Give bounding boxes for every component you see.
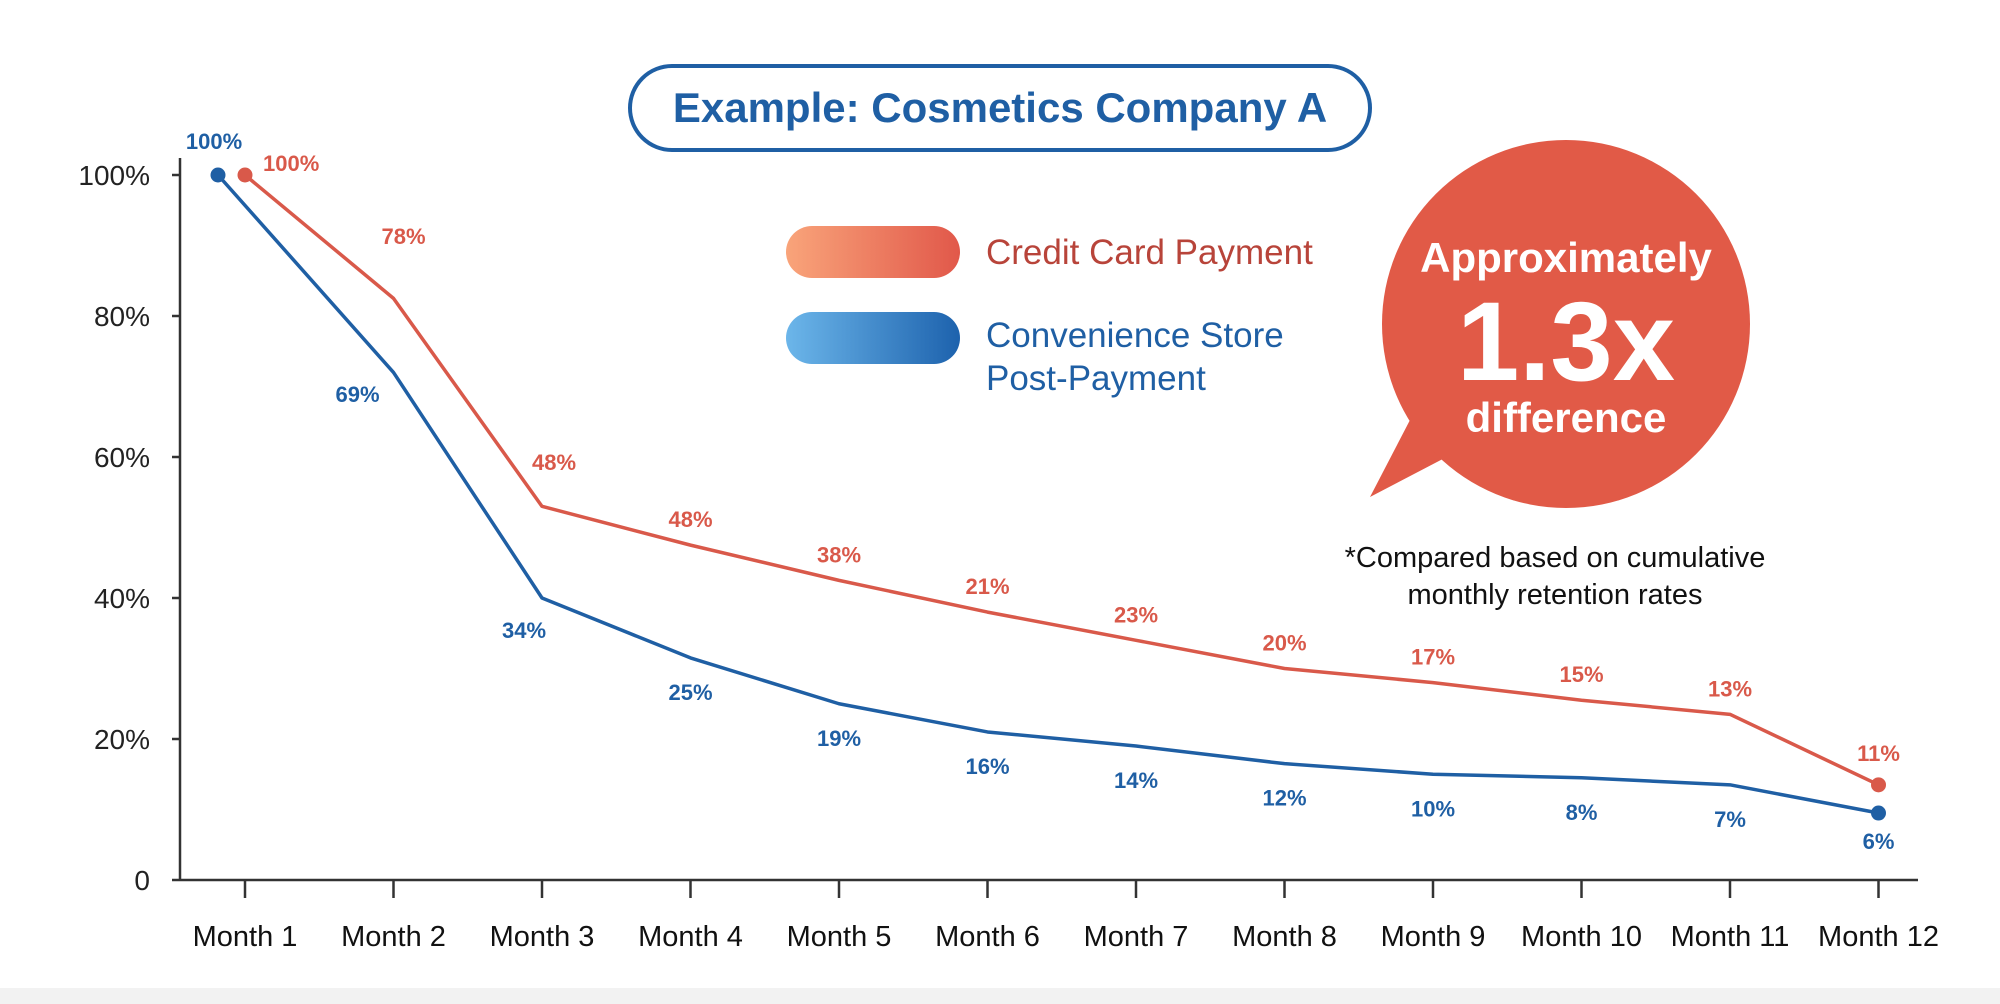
data-label-convenience: 16%: [965, 754, 1009, 779]
chart-title-box: Example: Cosmetics Company A: [628, 64, 1372, 152]
data-label-convenience: 34%: [502, 618, 546, 643]
y-tick-label: 60%: [94, 442, 150, 473]
data-label-convenience: 6%: [1863, 829, 1895, 854]
x-tick-label: Month 6: [935, 921, 1040, 953]
x-tick-label: Month 11: [1671, 921, 1790, 953]
series-marker-convenience: [1871, 805, 1886, 821]
y-tick-label: 80%: [94, 301, 150, 332]
callout-bubble: [1382, 140, 1750, 508]
data-label-convenience: 14%: [1114, 768, 1158, 793]
series-line-credit: [243, 173, 1880, 787]
y-tick-label: 100%: [78, 160, 150, 191]
data-label-credit: 78%: [381, 224, 425, 249]
data-label-credit: 100%: [263, 151, 319, 176]
x-tick-label: Month 4: [638, 921, 743, 953]
legend: Credit Card Payment Convenience Store Pos…: [786, 226, 1313, 398]
callout-line-difference: difference: [1466, 394, 1667, 441]
legend-swatch-convenience: [786, 312, 960, 364]
data-label-convenience: 8%: [1566, 800, 1598, 825]
legend-label-credit: Credit Card Payment: [986, 233, 1313, 272]
data-label-credit: 13%: [1708, 676, 1752, 701]
callout-line-approximately: Approximately: [1420, 234, 1712, 281]
series-line-convenience: [216, 173, 1879, 815]
data-label-convenience: 25%: [668, 680, 712, 705]
x-tick-label: Month 8: [1232, 921, 1337, 953]
data-label-convenience: 7%: [1714, 807, 1746, 832]
data-label-convenience: 100%: [186, 129, 242, 154]
x-tick-label: Month 3: [490, 921, 595, 953]
series-layer: [210, 167, 1886, 821]
series-marker-credit: [1871, 777, 1886, 793]
callout-multiplier: 1.3x: [1457, 279, 1675, 404]
x-tick-label: Month 2: [341, 921, 446, 953]
chart-title: Example: Cosmetics Company A: [673, 84, 1327, 131]
y-tick-label: 40%: [94, 583, 150, 614]
series-marker-credit: [237, 167, 253, 183]
legend-label-convenience: Convenience Store Post-Payment: [986, 316, 1284, 398]
data-label-convenience: 69%: [335, 382, 379, 407]
data-label-credit: 38%: [817, 542, 861, 567]
data-label-credit: 11%: [1857, 741, 1900, 766]
note-line-1: *Compared based on cumulative: [1345, 542, 1766, 574]
x-tick-label: Month 5: [787, 921, 892, 953]
note-line-2: monthly retention rates: [1408, 579, 1703, 611]
title-frame: [628, 64, 1372, 152]
data-label-convenience: 10%: [1411, 796, 1455, 821]
data-label-credit: 48%: [532, 450, 576, 475]
data-label-credit: 17%: [1411, 645, 1455, 670]
data-label-credit: 20%: [1262, 631, 1306, 656]
difference-callout: Approximately 1.3x difference: [1370, 140, 1750, 508]
data-label-credit: 15%: [1559, 662, 1603, 687]
x-tick-label: Month 10: [1521, 921, 1642, 953]
x-tick-label: Month 7: [1084, 921, 1189, 953]
bottom-strip: [0, 988, 2000, 1004]
x-tick-label: Month 9: [1381, 921, 1486, 953]
x-axis-ticks: Month 1 Month 2 Month 3 Month 4 Month 5 Month…: [193, 880, 1939, 953]
x-tick-label: Month 1: [193, 921, 298, 953]
comparison-note: *Compared based on cumulative monthly re…: [1345, 542, 1766, 611]
y-tick-label: 0: [134, 865, 150, 896]
data-label-credit: 48%: [668, 507, 712, 532]
y-axis-ticks: 0 20% 40% 60% 80% 100%: [78, 160, 180, 896]
legend-swatch-credit: [786, 226, 960, 278]
data-label-convenience: 19%: [817, 726, 861, 751]
y-tick-label: 20%: [94, 724, 150, 755]
series-marker-convenience: [210, 167, 226, 183]
data-label-credit: 21%: [965, 574, 1009, 599]
data-label-credit: 23%: [1114, 602, 1158, 627]
x-tick-label: Month 12: [1818, 921, 1939, 953]
data-label-convenience: 12%: [1262, 786, 1306, 811]
data-labels-layer: 100% 78% 48% 48% 38% 21% 23% 20% 17% 15% 13% 11% 100…: [186, 129, 1900, 854]
